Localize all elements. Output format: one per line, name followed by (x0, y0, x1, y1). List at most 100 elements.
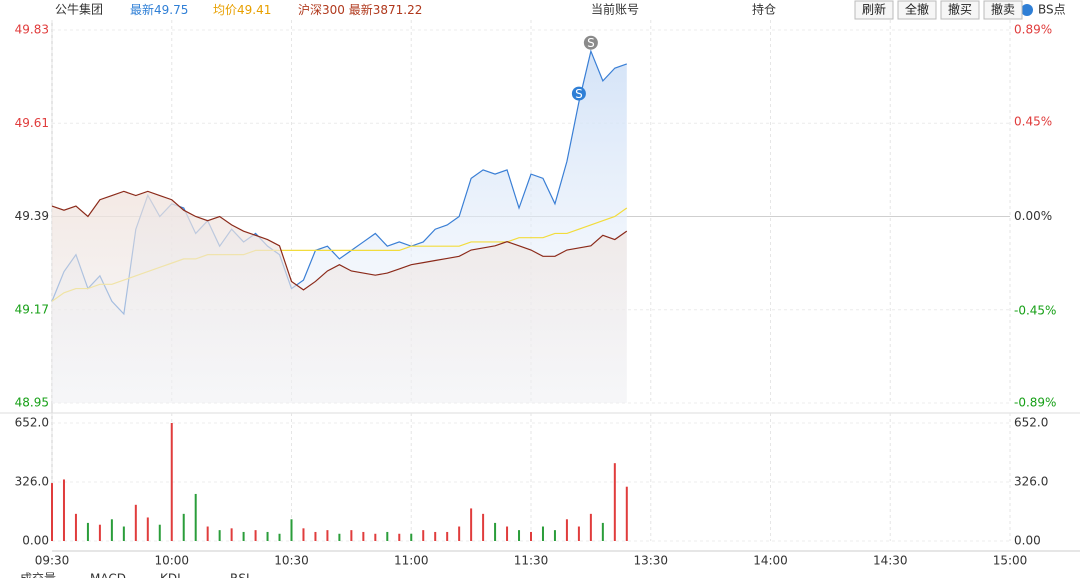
volume-bar (601, 522, 604, 541)
volume-bar (565, 519, 568, 541)
y-tick-label: 49.83 (15, 23, 49, 37)
last-price: 最新49.75 (130, 2, 188, 17)
signal-label: S (587, 36, 595, 50)
volume-bar (194, 493, 197, 541)
y-tick-label: 48.95 (15, 396, 49, 410)
volume-bar (374, 533, 377, 541)
volume-bar (182, 513, 185, 541)
volume-bar (362, 531, 365, 541)
volume-bar (254, 530, 257, 541)
button-label[interactable]: 全撤 (905, 2, 929, 17)
button[interactable]: 全撤 (897, 0, 937, 20)
y-tick-label: 49.39 (15, 209, 49, 223)
bs-label[interactable]: BS点 (1038, 3, 1066, 17)
button[interactable]: 撤买 (940, 0, 980, 20)
button-frame (854, 0, 894, 20)
y2-tick-label: 0.00% (1014, 209, 1052, 223)
x-tick-label: 10:00 (154, 554, 189, 568)
volume-bar (206, 526, 209, 541)
button-label[interactable]: 撤卖 (991, 2, 1015, 17)
x-tick-label: 14:30 (873, 554, 908, 568)
button-label[interactable]: 刷新 (862, 2, 886, 17)
volume-bar (458, 526, 461, 541)
header: 公牛集团 最新49.75 均价49.41 沪深300 最新3871.22 当前账… (55, 2, 1066, 17)
x-tick-label: 11:00 (394, 554, 429, 568)
stock-name: 公牛集团 (55, 2, 103, 17)
tab[interactable]: MACD (90, 572, 126, 578)
bs-toggle[interactable] (1021, 4, 1033, 16)
volume-bar (553, 530, 556, 541)
avg-price: 均价49.41 (213, 3, 271, 17)
volume-bar (266, 531, 269, 541)
y2-tick-label: -0.89% (1014, 396, 1056, 410)
volume-bar (530, 531, 532, 541)
button[interactable]: 刷新 (854, 0, 894, 20)
button[interactable]: 撤卖 (983, 0, 1023, 20)
button-frame (940, 0, 980, 20)
y-tick-label-right: 326.0 (1014, 475, 1048, 489)
volume-bar (314, 531, 317, 541)
signal-label: S (575, 87, 583, 101)
y2-tick-label: 0.45% (1014, 115, 1052, 129)
volume-bar (338, 533, 341, 541)
volume-bar (398, 533, 401, 541)
volume-bar (422, 530, 425, 541)
volume-bar (170, 423, 173, 541)
y-tick-label: 326.0 (15, 475, 49, 489)
signal-marker (583, 35, 598, 50)
x-tick-label: 09:30 (35, 554, 70, 568)
y-tick-label: 49.61 (15, 116, 49, 130)
volume-bar (613, 463, 616, 541)
volume-bar (350, 530, 353, 541)
tab[interactable]: RSI (230, 572, 250, 578)
x-tick-label: 14:00 (753, 554, 788, 568)
x-tick-label: 13:30 (633, 554, 668, 568)
volume-bar (242, 531, 245, 541)
volume-bar (506, 526, 509, 541)
volume-bar (434, 531, 437, 541)
volume-bar (589, 513, 592, 541)
volume-bar (326, 530, 329, 541)
volume-bar (410, 533, 413, 541)
volume-bar (577, 526, 580, 541)
index-price: 沪深300 最新3871.22 (298, 2, 422, 17)
y2-tick-label: 0.89% (1014, 23, 1052, 37)
volume-bar (494, 522, 497, 541)
volume-bar (278, 533, 281, 541)
volume-bar (470, 508, 473, 541)
volume-bar (110, 519, 113, 541)
y-tick-label-right: 652.0 (1014, 416, 1048, 430)
button-label[interactable]: 撤买 (948, 2, 972, 17)
y-tick-label: 49.17 (15, 302, 49, 316)
y-tick-label: 0.00 (22, 534, 49, 548)
x-tick-label: 15:00 (993, 554, 1028, 568)
volume-bar (74, 513, 77, 541)
volume-bar (446, 531, 449, 541)
button-frame (897, 0, 937, 20)
x-tick-label: 10:30 (274, 554, 309, 568)
volume-bar (122, 526, 125, 541)
signal-marker (571, 86, 586, 101)
volume-bar (302, 528, 305, 541)
volume-bar (386, 531, 389, 541)
y2-tick-label: -0.45% (1014, 303, 1056, 317)
y-tick-label: 652.0 (15, 416, 49, 430)
price-line (51, 190, 628, 291)
volume-bar (218, 530, 221, 541)
volume-bar (146, 517, 149, 541)
tab[interactable]: KDJ (160, 572, 181, 578)
volume-bar (625, 486, 628, 541)
volume-bar (51, 483, 53, 541)
volume-bar (290, 519, 293, 541)
volume-bar (158, 524, 161, 541)
area (52, 191, 627, 403)
volume-bar (134, 504, 137, 541)
account-label: 当前账号 (591, 2, 639, 17)
volume-bar (230, 528, 233, 541)
position-label: 持仓 (752, 2, 776, 17)
volume-bar (518, 530, 521, 541)
volume-bar (62, 479, 65, 541)
tab[interactable]: 成交量 (20, 571, 56, 578)
volume-bar (541, 526, 544, 541)
y-tick-label-right: 0.00 (1014, 534, 1041, 548)
